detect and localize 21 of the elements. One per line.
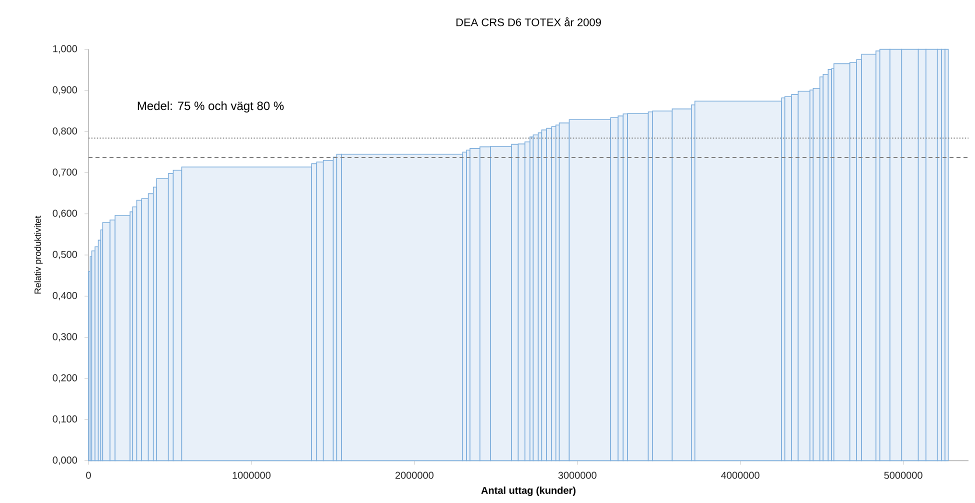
x-tick-label: 0 <box>86 472 91 480</box>
x-tick-label: 1000000 <box>232 472 271 480</box>
y-tick-label: 0,100 <box>52 416 78 424</box>
y-tick-label: 0,700 <box>52 168 78 178</box>
annotation: Medel: 75 % och vägt 80 % <box>138 101 284 113</box>
x-tick-label: 4000000 <box>721 472 760 480</box>
y-axis-title: Relativ produktivitet <box>34 216 43 294</box>
chart-title: DEA CRS D6 TOTEX år 2009 <box>456 17 601 26</box>
x-axis-title: Antal uttag (kunder) <box>481 486 576 496</box>
y-tick-label: 0,300 <box>52 333 78 342</box>
y-tick-label: 0,400 <box>52 292 78 300</box>
y-tick-label: 0,000 <box>52 456 78 466</box>
x-tick-label: 5000000 <box>884 472 922 480</box>
y-tick-label: 0,600 <box>52 210 78 218</box>
x-tick-label: 2000000 <box>395 472 434 480</box>
y-tick-label: 0,900 <box>52 86 78 95</box>
y-tick-label: 0,500 <box>52 251 78 260</box>
y-tick-label: 1,000 <box>53 45 78 54</box>
x-tick-label: 3000000 <box>558 472 596 480</box>
y-tick-label: 0,800 <box>52 128 78 136</box>
y-tick-label: 0,200 <box>52 374 78 383</box>
